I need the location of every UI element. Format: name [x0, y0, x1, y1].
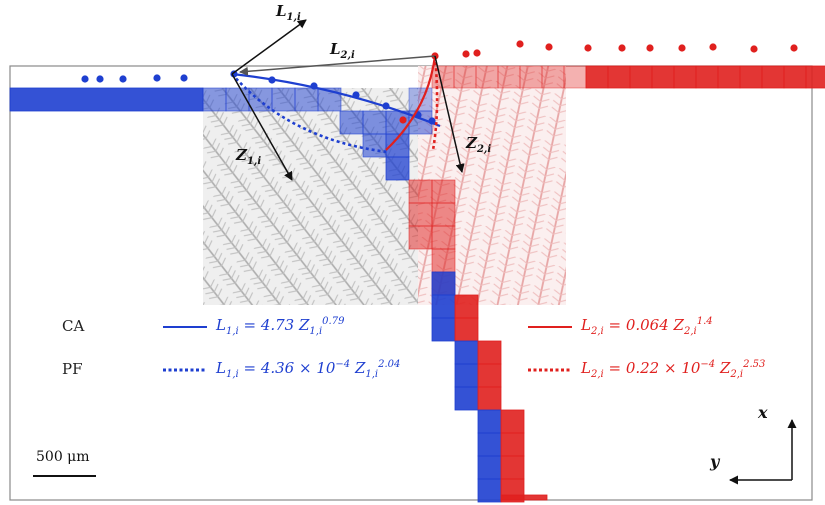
blue-grain-cell: [271, 87, 296, 112]
y-axis-label: y: [710, 452, 720, 471]
red-grain-cell: [500, 455, 525, 480]
blue-grain-cell: [477, 478, 502, 503]
l1-arrow: [231, 19, 307, 75]
red-grain-cell: [500, 432, 525, 457]
blue-grain-cell: [339, 110, 364, 135]
blue-grain-cell: [454, 363, 479, 388]
blue-grain-cell: [454, 386, 479, 411]
blue-grain-cell: [477, 432, 502, 457]
ca-blue-curve: [231, 72, 441, 128]
red-grain-cell: [477, 363, 502, 388]
blue-grain-bar: [9, 87, 204, 112]
l1-label: L1,i: [276, 2, 301, 23]
vector-arrows: [231, 19, 465, 181]
red-grain-cell: [454, 294, 479, 319]
red-grain-cell: [431, 202, 456, 227]
red-grain-cell: [805, 65, 825, 89]
z2-arrow: [434, 55, 465, 173]
ca-red-curve: [385, 55, 437, 151]
z1-label: Z1,i: [236, 146, 262, 167]
blue-grain-cell: [362, 133, 387, 158]
scale-bar-label: 500 μm: [36, 449, 90, 465]
legend-ca-label: CA: [62, 317, 85, 335]
red-grain-cell: [408, 225, 433, 250]
pf-blue-curve: [231, 73, 389, 154]
red-grain-cell: [431, 225, 456, 250]
blue-grain-cell: [431, 317, 456, 342]
pf-red-curve: [431, 55, 439, 151]
blue-grain-cell: [431, 294, 456, 319]
legend-ca-red-equation: L2,i = 0.064 Z2,i1.4: [581, 316, 713, 337]
legend-pf-red-equation: L2,i = 0.22 × 10−4 Z2,i2.53: [581, 359, 766, 380]
z1-arrow: [231, 73, 293, 181]
legend-pf-blue-equation: L1,i = 4.36 × 10−4 Z1,i2.04: [216, 359, 401, 380]
axis-arrows: [729, 419, 797, 485]
blue-grain-cell: [294, 87, 319, 112]
blue-grain-cell: [202, 87, 227, 112]
blue-grain-cell: [225, 87, 250, 112]
red-grain-cell: [500, 409, 525, 434]
red-grain-cell: [477, 340, 502, 365]
red-grain-cell: [408, 179, 433, 204]
red-dots: [399, 40, 798, 124]
blue-grain-cell: [408, 87, 433, 112]
red-grain-cell: [477, 386, 502, 411]
red-grain-cell: [523, 494, 548, 501]
legend-pf-label: PF: [62, 360, 83, 378]
blue-grain-cell: [477, 455, 502, 480]
legend-ca-blue-equation: L1,i = 4.73 Z1,i0.79: [216, 316, 345, 337]
red-grain-cell: [454, 317, 479, 342]
domain-frame: [9, 65, 813, 501]
z2-label: Z2,i: [466, 134, 492, 155]
blue-grain-cell: [454, 340, 479, 365]
red-grain-cell: [431, 248, 456, 273]
red-grain-cell: [431, 179, 456, 204]
red-grain-cell: [500, 494, 525, 501]
legend-lines: [163, 326, 572, 372]
blue-grain-cell: [385, 156, 410, 181]
blue-grain-cell: [431, 271, 456, 296]
blue-grain-cell: [317, 87, 342, 112]
fit-curves: [231, 55, 441, 154]
l2-label: L2,i: [330, 40, 355, 61]
red-grain-cell: [408, 202, 433, 227]
l2-arrow: [239, 55, 436, 76]
blue-grain-cell: [362, 110, 387, 135]
blue-grain-cell: [477, 409, 502, 434]
x-axis-label: x: [758, 403, 768, 422]
